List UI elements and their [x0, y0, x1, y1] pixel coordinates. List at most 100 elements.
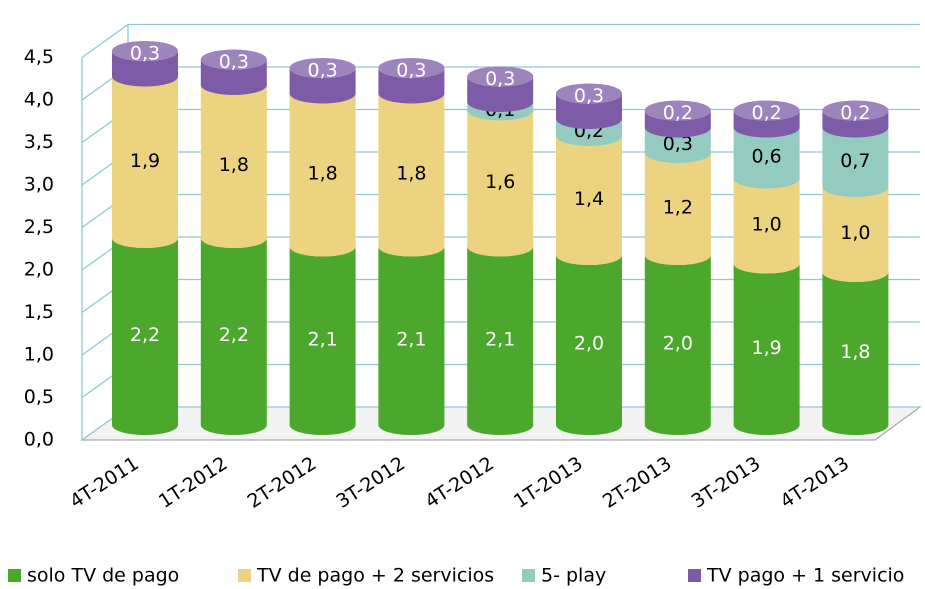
x-tick-label: 3T-2013 [688, 452, 765, 512]
data-label: 0,3 [396, 60, 426, 82]
bar-top [822, 100, 889, 121]
legend-swatch [8, 569, 21, 582]
bar-segment [378, 246, 445, 435]
y-tick-label: 3,0 [24, 174, 54, 196]
bar-segment [644, 110, 711, 138]
bar-segment [200, 85, 267, 248]
y-tick-label: 2,5 [24, 216, 54, 238]
x-tick-label: 2T-2013 [599, 452, 676, 512]
data-label: 2,1 [307, 328, 337, 350]
bar-segment [733, 178, 800, 274]
data-label: 1,8 [396, 163, 426, 185]
cylinder: 2,11,60,10,3 [467, 66, 534, 435]
bar-segment [822, 187, 889, 282]
y-tick-label: 4,5 [24, 46, 54, 68]
x-tick-label: 2T-2012 [244, 452, 321, 512]
bar-segment [556, 119, 622, 146]
legend-swatch [238, 569, 251, 582]
y-tick-label: 4,0 [24, 89, 54, 111]
x-tick-label: 1T-2013 [510, 452, 587, 512]
legend-label: 5- play [541, 565, 606, 587]
bar-top [200, 49, 267, 70]
bar-segment [200, 238, 267, 435]
bar-segment [822, 127, 889, 197]
data-label: 1,9 [130, 150, 160, 172]
x-tick-label: 3T-2012 [332, 452, 409, 512]
bar-top [112, 41, 178, 61]
data-label: 0,3 [574, 85, 604, 107]
data-label: 0,6 [751, 146, 781, 168]
data-label: 1,8 [219, 154, 249, 176]
bar-top [378, 58, 445, 78]
y-tick-label: 1,0 [24, 344, 54, 366]
data-label: 1,6 [485, 171, 515, 193]
bar-segment [644, 153, 711, 265]
bar-segment [467, 110, 534, 257]
bar-top [644, 100, 711, 121]
bar-segment [556, 93, 622, 129]
y-tick-label: 0,0 [24, 429, 54, 451]
legend-swatch [522, 569, 535, 582]
bar-segment [467, 102, 534, 121]
data-label: 1,4 [574, 188, 604, 210]
data-label: 0,3 [485, 68, 515, 90]
cylinder: 2,2 1,8 0,3 [200, 49, 267, 435]
cylinder: 2,1 1,8 0,3 [289, 58, 356, 435]
x-tick-label: 1T-2012 [155, 452, 232, 512]
data-label: 1,2 [663, 197, 693, 219]
bar-segment [467, 246, 534, 435]
data-label: 2,1 [396, 328, 426, 350]
data-label: 0,2 [840, 102, 870, 124]
data-label: 0,3 [219, 51, 249, 73]
legend-label: TV pago + 1 servicio [706, 565, 904, 587]
bar-segment [112, 238, 178, 435]
legend-label: solo TV de pago [27, 565, 179, 587]
bar-segment [556, 255, 622, 435]
bar-segment [289, 246, 356, 435]
y-tick-label: 3,5 [24, 131, 54, 153]
data-label: 0,3 [663, 133, 693, 155]
bar-top [467, 66, 534, 87]
bar-segment [200, 59, 267, 95]
bar-segment [289, 68, 356, 104]
cylinder: 2,01,40,20,3 [556, 83, 622, 435]
cylinder: 1,9 1,0 0,6 0,2 [733, 100, 800, 435]
data-label: 2,2 [130, 324, 160, 346]
data-label: 1,0 [840, 222, 870, 244]
cylinder: 2,1 1,8 0,3 [378, 58, 445, 435]
y-tick-label: 1,5 [24, 301, 54, 323]
legend-label: TV de pago + 2 servicios [256, 565, 494, 587]
data-label: 0,2 [751, 102, 781, 124]
bar-top [289, 58, 356, 78]
bar-segment [733, 127, 800, 189]
data-label: 2,0 [574, 333, 604, 355]
data-label: 1,0 [751, 214, 781, 236]
x-tick-label: 4T-2011 [66, 452, 143, 512]
bar-segment [644, 255, 711, 435]
data-label: 2,1 [485, 328, 515, 350]
bar-segment [822, 272, 889, 435]
data-label: 1,8 [307, 163, 337, 185]
bar-segment [112, 76, 178, 248]
data-label: 0,2 [663, 102, 693, 124]
bar-top [733, 100, 800, 121]
bar-segment [556, 136, 622, 265]
bar-segment [378, 68, 445, 104]
data-label: 0,3 [130, 43, 160, 65]
x-tick-label: 4T-2013 [776, 452, 853, 512]
bar-top [556, 83, 622, 104]
bar-segment [822, 110, 889, 138]
data-label: 0,7 [840, 150, 870, 172]
bar-segment [378, 93, 445, 257]
bar-segment [112, 51, 178, 87]
cylinder: 2,2 1,9 0,3 [112, 41, 178, 435]
y-tick-label: 0,5 [24, 386, 54, 408]
x-tick-label: 4T-2012 [421, 452, 498, 512]
data-label: 0,3 [307, 60, 337, 82]
bar-segment [467, 76, 534, 112]
cylinder: 1,8 1,0 0,7 0,2 [822, 100, 889, 435]
data-label: 2,2 [219, 324, 249, 346]
cylinder: 2,0 1,2 0,3 0,2 [644, 100, 711, 435]
data-label: 2,0 [663, 333, 693, 355]
